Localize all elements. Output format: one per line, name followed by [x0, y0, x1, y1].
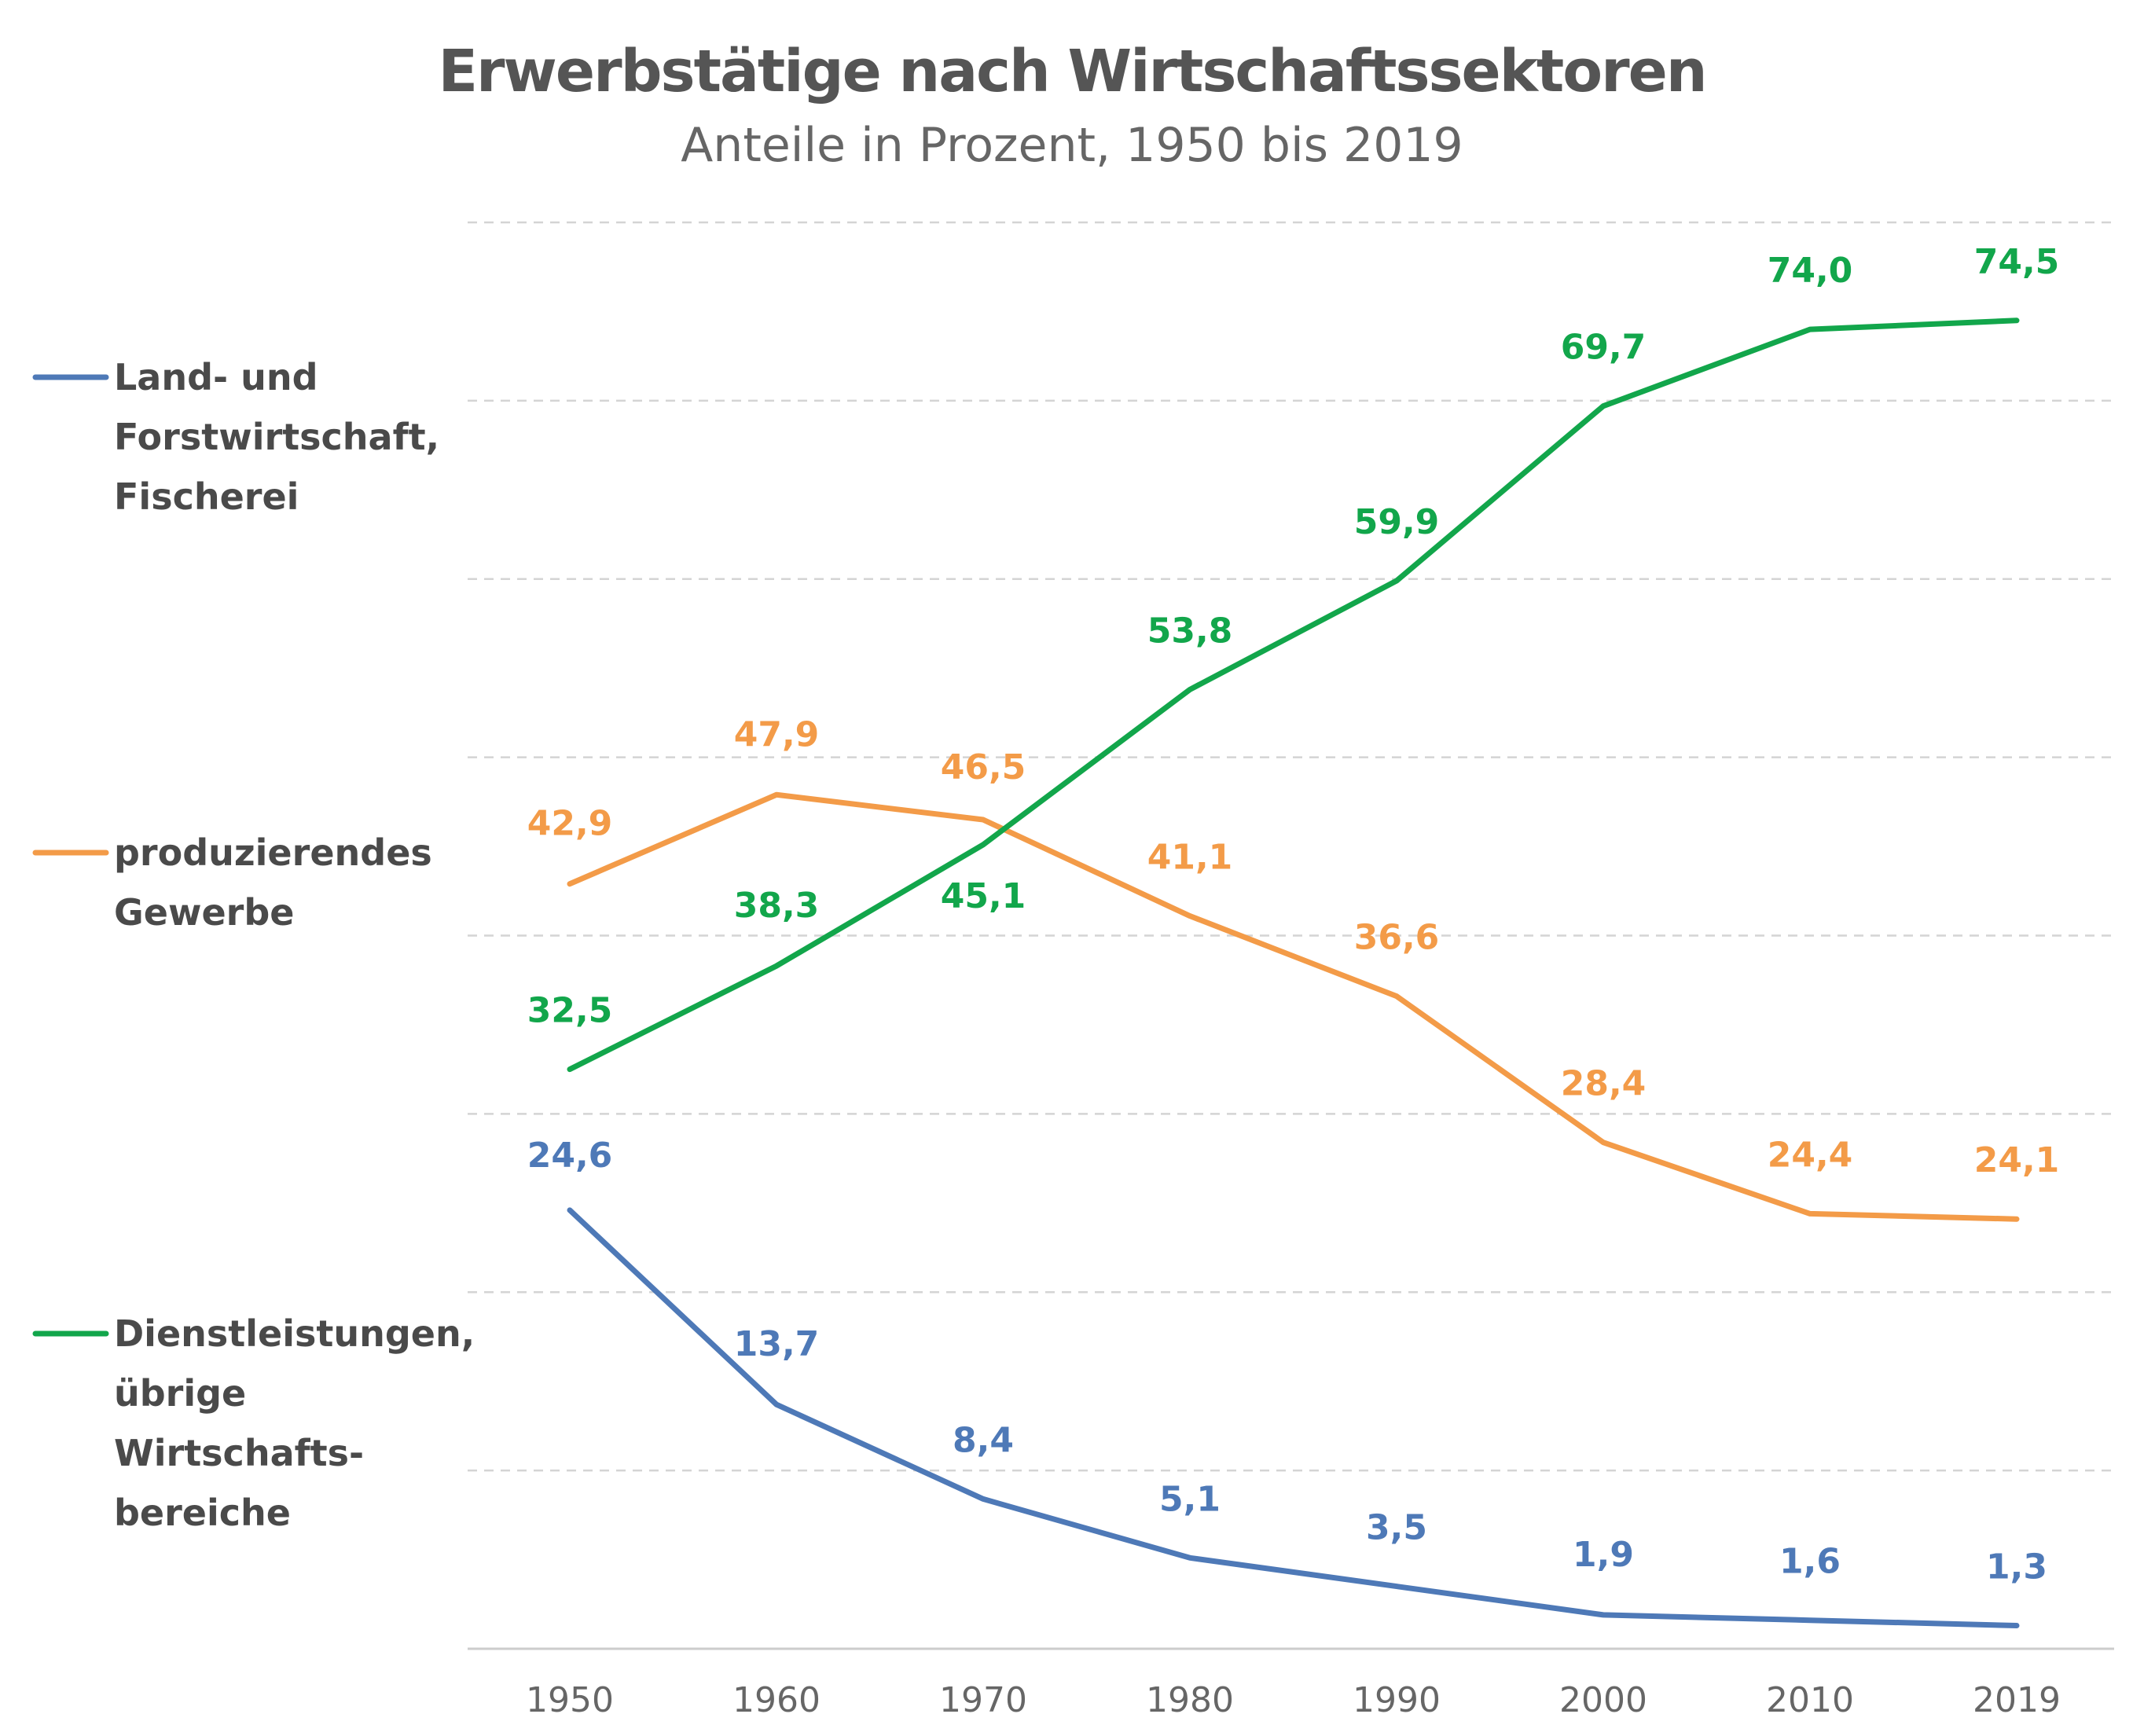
data-label: 24,1: [1974, 1140, 2060, 1180]
legend-label: Gewerbe: [114, 891, 294, 934]
series-line: [567, 791, 2020, 1222]
legend-label: Fischerei: [114, 475, 299, 518]
chart-subtitle: Anteile in Prozent, 1950 bis 2019: [681, 118, 1463, 173]
data-label: 8,4: [953, 1420, 1014, 1460]
legend-label: produzierendes: [114, 831, 432, 874]
legend: Land- und Forstwirtschaft, Fischerei produz…: [32, 356, 475, 1534]
legend-label: Land- und: [114, 356, 318, 398]
gridlines: [468, 221, 2114, 1472]
data-label: 59,9: [1354, 502, 1440, 542]
data-label: 53,8: [1147, 611, 1233, 651]
data-label: 42,9: [527, 804, 613, 844]
data-label: 74,5: [1974, 242, 2060, 282]
series-lines: [567, 317, 2020, 1629]
data-label: 47,9: [734, 714, 820, 754]
data-label: 74,0: [1768, 251, 1853, 291]
x-axis-ticks: 1950 1960 1970 1980 1990 2000 2010 2019: [526, 1680, 2061, 1720]
legend-label: Forstwirtschaft,: [114, 416, 439, 458]
data-label: 1,6: [1779, 1542, 1841, 1582]
data-label: 13,7: [734, 1324, 820, 1364]
data-label: 41,1: [1147, 838, 1233, 878]
data-label: 1,9: [1573, 1535, 1634, 1575]
data-label: 24,6: [527, 1136, 613, 1176]
legend-label: Wirtschafts-: [114, 1432, 364, 1474]
x-tick-label: 2010: [1766, 1680, 1854, 1720]
legend-label: übrige: [114, 1372, 246, 1415]
data-label: 38,3: [734, 886, 820, 926]
x-tick-label: 2019: [1973, 1680, 2061, 1720]
x-tick-label: 2000: [1559, 1680, 1647, 1720]
x-tick-label: 1990: [1353, 1680, 1441, 1720]
legend-label: bereiche: [114, 1492, 291, 1534]
data-label: 1,3: [1986, 1547, 2047, 1587]
data-label: 32,5: [527, 991, 613, 1031]
data-label: 28,4: [1561, 1064, 1647, 1104]
data-label: 36,6: [1354, 918, 1440, 958]
x-tick-label: 1950: [526, 1680, 614, 1720]
data-label: 5,1: [1159, 1479, 1221, 1519]
data-label: 3,5: [1366, 1508, 1427, 1548]
data-label: 24,4: [1768, 1135, 1853, 1175]
x-tick-label: 1980: [1146, 1680, 1234, 1720]
series-line: [567, 317, 2020, 1073]
data-label: 69,7: [1561, 328, 1647, 368]
chart-title: Erwerbstätige nach Wirtschaftssektoren: [438, 38, 1707, 105]
data-label: 45,1: [941, 876, 1026, 916]
x-tick-label: 1970: [939, 1680, 1027, 1720]
x-tick-label: 1960: [732, 1680, 821, 1720]
data-labels: 24,6 13,7 8,4 5,1 3,5 1,9 1,6 1,3 42,9 47,9 46,5 41…: [527, 242, 2060, 1587]
data-label: 46,5: [941, 747, 1026, 787]
series-line: [567, 1207, 2020, 1629]
legend-label: Dienstleistungen,: [114, 1312, 475, 1355]
